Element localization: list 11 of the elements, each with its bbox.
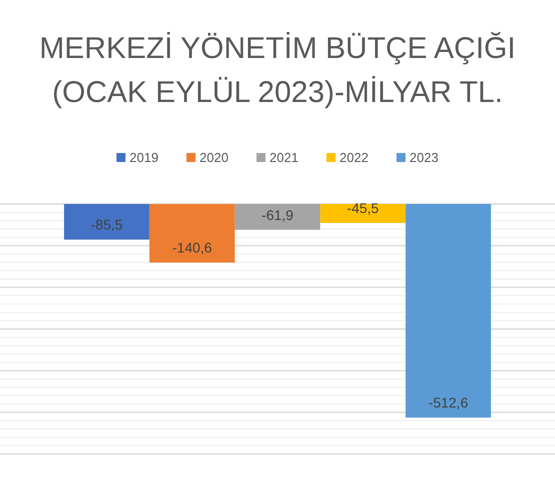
- legend-label: 2020: [200, 150, 228, 165]
- legend-label: 2021: [270, 150, 298, 165]
- legend-label: 2023: [410, 150, 438, 165]
- legend-label: 2019: [130, 150, 158, 165]
- data-label: -140,6: [172, 240, 212, 256]
- chart-title: MERKEZİ YÖNETİM BÜTÇE AÇIĞI (OCAK EYLÜL 2023)-MİLYAR TL.: [39, 31, 516, 109]
- data-label: -85,5: [90, 216, 123, 233]
- data-label: -61,9: [262, 206, 294, 223]
- data-label: -45,5: [346, 200, 380, 216]
- legend-label: 2022: [340, 150, 368, 165]
- data-label: -512,6: [428, 394, 468, 411]
